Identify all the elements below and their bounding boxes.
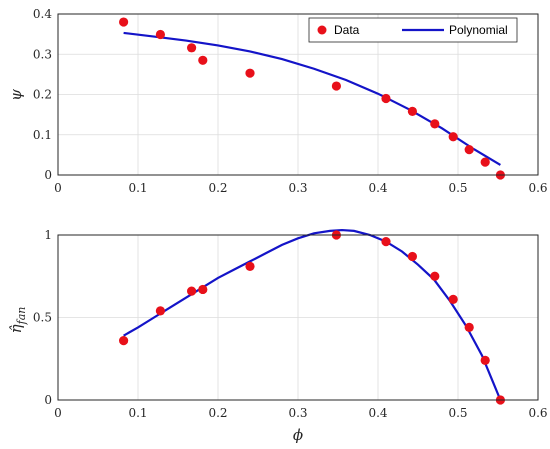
bot-data-point [245, 261, 255, 271]
bottom-y-ticks: 00.51 [33, 228, 52, 407]
legend: Data Polynomial [308, 17, 518, 43]
top-x-tick-label: 0.4 [368, 181, 387, 195]
top-ylabel: ψ [7, 89, 25, 101]
top-data-point [448, 132, 458, 142]
top-data-point [187, 43, 197, 53]
top-data-point [155, 29, 165, 40]
top-data-point [198, 55, 208, 65]
top-x-tick-label: 0.2 [208, 181, 227, 195]
top-data-point [245, 68, 255, 78]
bottom-plot: 0 0.1 0.2 0.3 0.4 0.5 0.6 00.51 η̂fan ϕ [7, 228, 548, 444]
bot-x-tick-label: 0.4 [368, 406, 387, 420]
legend-data-marker [317, 25, 327, 35]
bottom-ylabel-main: η̂ [7, 324, 25, 333]
top-y-tick-label: 0.3 [33, 47, 52, 61]
bottom-grid [57, 234, 539, 401]
bot-data-point [187, 286, 197, 296]
top-polynomial-line [123, 31, 501, 166]
bot-data-point [448, 294, 458, 304]
bot-data-point [381, 237, 391, 247]
legend-data-label: Data [334, 23, 360, 37]
top-x-tick-label: 0 [54, 181, 62, 195]
top-axes-frame [57, 13, 539, 176]
top-data-point [430, 119, 440, 129]
bot-y-tick-label: 0.5 [33, 311, 52, 325]
bot-data-point [198, 284, 208, 295]
bottom-ylabel: η̂fan [7, 307, 28, 334]
bottom-xlabel: ϕ [293, 426, 303, 444]
top-y-tick-label: 0 [44, 168, 52, 182]
legend-polynomial-label: Polynomial [449, 23, 508, 37]
bot-x-tick-label: 0.2 [208, 406, 227, 420]
bot-x-tick-label: 0.6 [528, 406, 547, 420]
bot-data-point [464, 322, 474, 332]
bot-x-tick-label: 0 [54, 406, 62, 420]
top-plot: 0 0.1 0.2 0.3 0.4 0.5 0.6 0 0.1 0.2 0.3 0.4 ψ Data… [7, 7, 548, 195]
bot-x-tick-label: 0.5 [448, 406, 467, 420]
top-x-tick-label: 0.1 [128, 181, 147, 195]
bot-x-tick-label: 0.3 [288, 406, 307, 420]
top-data-point [381, 93, 391, 104]
bot-data-point [430, 271, 440, 281]
top-x-tick-label: 0.5 [448, 181, 467, 195]
bottom-data-points [119, 230, 505, 405]
bot-data-point [407, 251, 417, 262]
top-data-point [407, 106, 417, 117]
bottom-axes-frame [57, 234, 539, 401]
top-data-point [464, 145, 474, 155]
bot-y-tick-label: 1 [44, 228, 52, 242]
top-y-ticks: 0 0.1 0.2 0.3 0.4 [33, 7, 52, 182]
top-y-tick-label: 0.4 [33, 7, 52, 21]
top-y-tick-label: 0.1 [33, 128, 52, 142]
top-x-ticks: 0 0.1 0.2 0.3 0.4 0.5 0.6 [54, 181, 547, 195]
bottom-ylabel-subscript: fan [15, 307, 28, 326]
top-data-points [119, 17, 505, 180]
bot-x-tick-label: 0.1 [128, 406, 147, 420]
top-data-point [331, 81, 341, 91]
top-x-tick-label: 0.6 [528, 181, 547, 195]
top-data-point [480, 157, 490, 167]
bot-data-point [480, 355, 490, 365]
bot-data-point [155, 306, 165, 316]
bottom-polynomial-line [123, 228, 502, 401]
top-data-point [119, 17, 129, 27]
bottom-x-ticks: 0 0.1 0.2 0.3 0.4 0.5 0.6 [54, 406, 547, 420]
top-x-tick-label: 0.3 [288, 181, 307, 195]
bot-data-point [119, 336, 129, 346]
bot-y-tick-label: 0 [44, 393, 52, 407]
top-y-tick-label: 0.2 [33, 88, 52, 102]
